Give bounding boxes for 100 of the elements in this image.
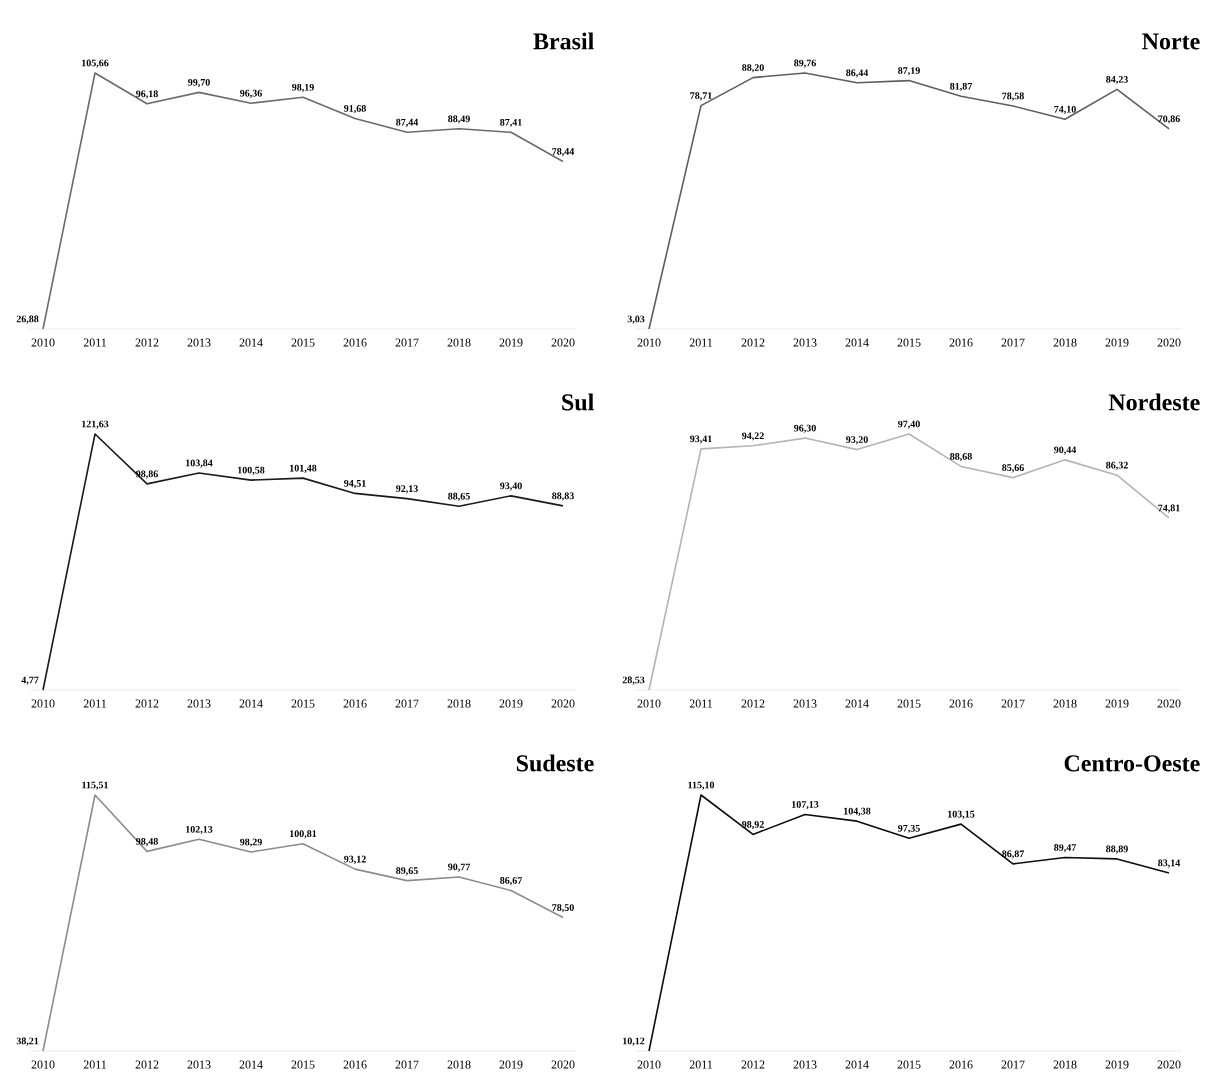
data-label: 86,87 <box>1002 850 1025 859</box>
data-label: 107,13 <box>792 801 819 810</box>
x-tick-label: 2011 <box>83 1060 107 1069</box>
data-label: 99,70 <box>188 78 210 88</box>
data-label: 94,51 <box>344 480 366 489</box>
data-label: 74,10 <box>1054 105 1076 115</box>
x-tick-label: 2012 <box>135 338 159 347</box>
data-label: 88,83 <box>552 492 574 501</box>
x-tick-label: 2011 <box>83 338 107 347</box>
data-label: 98,48 <box>136 838 158 847</box>
data-label: 84,23 <box>1106 75 1128 85</box>
x-tick-label: 2017 <box>395 1060 419 1069</box>
x-tick-label: 2010 <box>31 338 55 347</box>
x-tick-label: 2018 <box>447 699 471 708</box>
x-tick-label: 2016 <box>343 338 367 347</box>
x-tick-label: 2018 <box>447 1060 471 1069</box>
x-tick-label: 2012 <box>741 1060 765 1069</box>
x-tick-label: 2014 <box>845 338 869 347</box>
x-tick-label: 2020 <box>551 1060 575 1069</box>
data-label: 97,40 <box>898 420 920 429</box>
data-label: 89,76 <box>794 59 816 68</box>
x-tick-label: 2014 <box>239 338 263 347</box>
x-tick-label: 2015 <box>897 338 921 347</box>
data-label: 121,63 <box>82 420 109 429</box>
x-tick-label: 2020 <box>551 338 575 347</box>
data-label: 74,81 <box>1158 504 1180 513</box>
data-label: 100,81 <box>290 830 317 839</box>
data-label: 89,65 <box>396 867 418 876</box>
data-label: 78,44 <box>552 148 575 157</box>
data-label: 89,47 <box>1054 844 1077 853</box>
data-label: 78,58 <box>1002 92 1024 101</box>
data-label: 88,68 <box>950 453 972 462</box>
data-label: 96,36 <box>240 89 262 99</box>
data-label: 4,77 <box>21 676 39 685</box>
x-tick-label: 2018 <box>1053 338 1077 347</box>
data-label: 94,22 <box>742 432 764 441</box>
x-tick-label: 2010 <box>637 1060 661 1069</box>
data-label: 85,66 <box>1002 464 1024 473</box>
data-label: 90,77 <box>448 863 471 872</box>
x-tick-label: 2019 <box>499 699 523 708</box>
x-tick-label: 2020 <box>551 699 575 708</box>
data-label: 26,88 <box>16 315 39 324</box>
x-tick-label: 2010 <box>31 1060 55 1069</box>
data-label: 105,66 <box>82 59 109 68</box>
data-label: 3,03 <box>627 315 645 324</box>
data-label: 70,86 <box>1158 115 1180 124</box>
data-label: 93,20 <box>846 436 868 445</box>
x-tick-label: 2016 <box>949 1060 973 1069</box>
data-label: 81,87 <box>950 82 973 92</box>
data-label: 87,19 <box>898 67 920 76</box>
data-label: 28,53 <box>622 676 645 685</box>
x-tick-label: 2019 <box>1105 699 1129 708</box>
x-tick-label: 2016 <box>949 338 973 347</box>
x-tick-label: 2011 <box>83 699 107 708</box>
data-label: 98,29 <box>240 838 262 847</box>
x-tick-label: 2015 <box>291 1060 315 1069</box>
data-label: 100,58 <box>238 466 265 475</box>
x-tick-label: 2019 <box>499 1060 523 1069</box>
data-label: 86,44 <box>846 69 869 78</box>
x-tick-label: 2013 <box>793 338 817 347</box>
x-tick-label: 2013 <box>793 1060 817 1069</box>
x-tick-label: 2018 <box>1053 1060 1077 1069</box>
x-tick-label: 2012 <box>741 338 765 347</box>
chart-title: Sul <box>562 393 594 411</box>
x-tick-label: 2017 <box>1001 699 1025 708</box>
data-label: 93,41 <box>690 435 712 444</box>
data-label: 86,32 <box>1106 461 1128 470</box>
x-tick-label: 2011 <box>689 338 713 347</box>
data-label: 78,50 <box>552 904 574 913</box>
data-label: 87,41 <box>500 118 522 128</box>
data-label: 98,86 <box>136 470 158 479</box>
data-label: 88,89 <box>1106 845 1128 854</box>
x-tick-label: 2015 <box>291 699 315 708</box>
x-tick-label: 2012 <box>741 699 765 708</box>
data-label: 103,15 <box>948 810 975 819</box>
data-label: 101,48 <box>290 464 317 473</box>
data-label: 87,44 <box>396 118 419 128</box>
chart-title: Norte <box>1142 33 1200 50</box>
x-tick-label: 2016 <box>949 699 973 708</box>
data-label: 88,65 <box>448 492 470 502</box>
x-tick-label: 2018 <box>1053 699 1077 708</box>
chart-title: Nordeste <box>1108 393 1200 411</box>
x-tick-label: 2015 <box>897 699 921 708</box>
x-tick-label: 2011 <box>689 1060 713 1069</box>
x-tick-label: 2020 <box>1157 338 1181 347</box>
x-tick-label: 2014 <box>239 699 263 708</box>
data-label: 83,14 <box>1158 859 1181 868</box>
data-label: 96,30 <box>794 424 816 433</box>
data-label: 115,51 <box>82 781 108 790</box>
x-tick-label: 2010 <box>31 699 55 708</box>
data-label: 115,10 <box>688 781 715 790</box>
data-label: 10,12 <box>623 1037 645 1046</box>
data-label: 86,67 <box>500 877 523 886</box>
x-tick-label: 2013 <box>793 699 817 708</box>
data-label: 93,12 <box>344 855 366 864</box>
x-tick-label: 2019 <box>499 338 523 347</box>
data-label: 98,92 <box>742 821 764 830</box>
x-tick-label: 2010 <box>637 338 661 347</box>
data-label: 104,38 <box>844 807 871 816</box>
data-label: 78,71 <box>690 92 712 101</box>
